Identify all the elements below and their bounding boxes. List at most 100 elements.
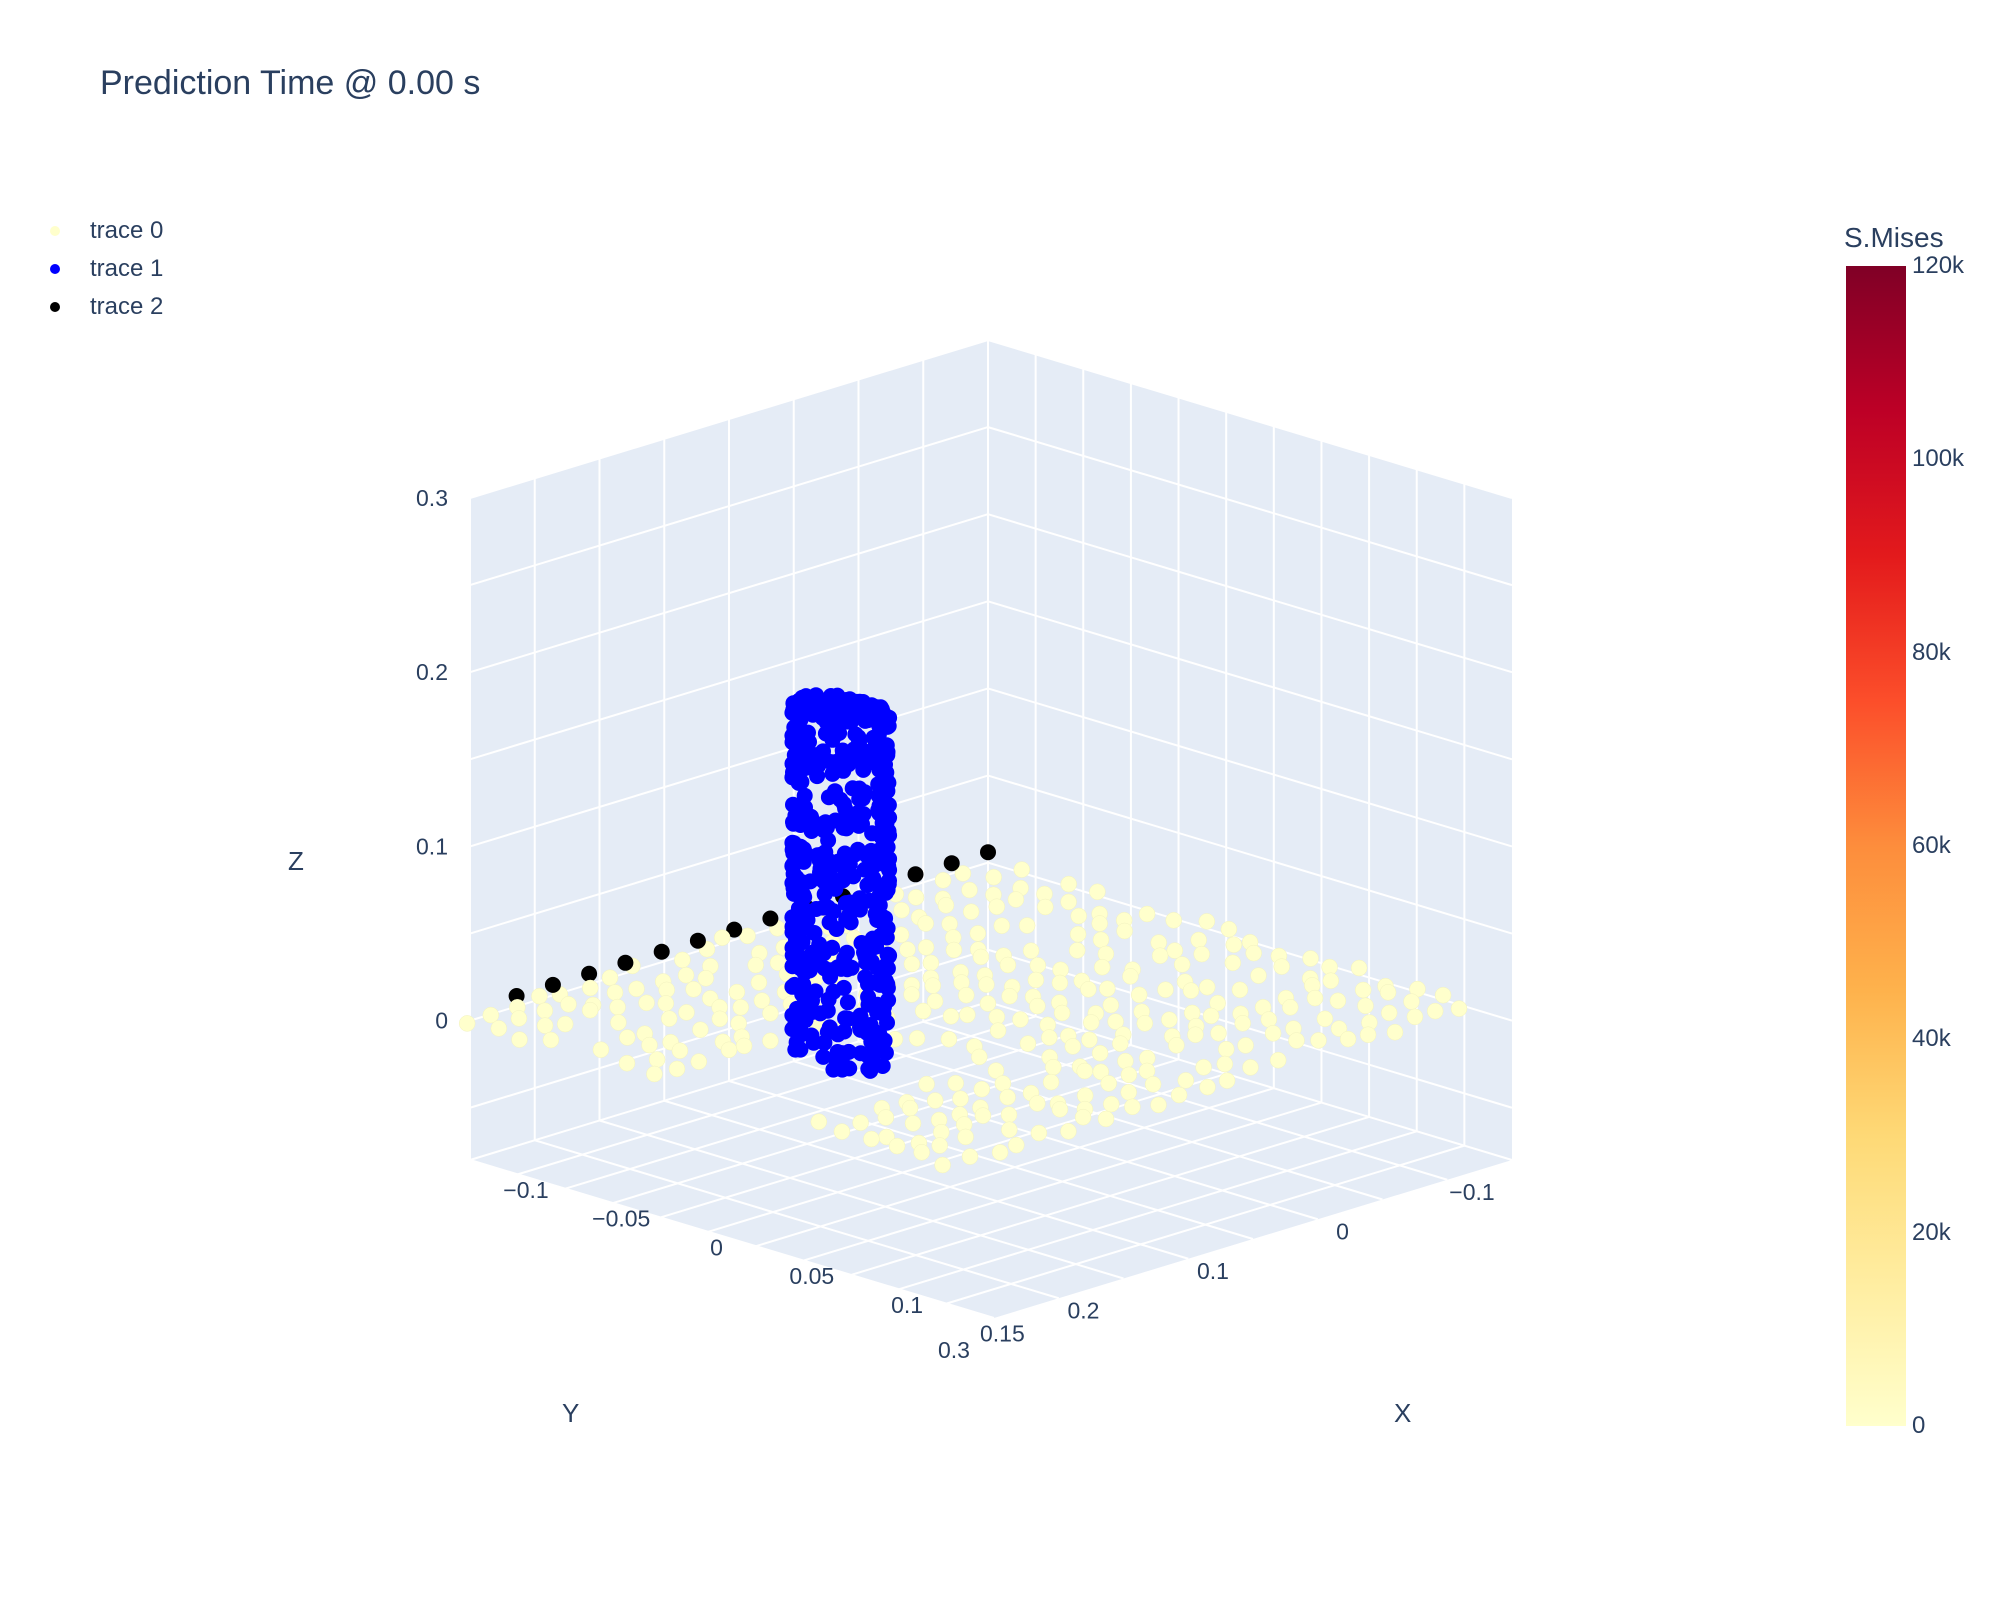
legend-item-trace-2[interactable]: trace 2 <box>50 288 163 326</box>
point-trace-0 <box>917 939 935 956</box>
point-trace-0 <box>877 1109 895 1126</box>
point-trace-0 <box>979 995 997 1012</box>
x-tick-label: 0 <box>710 1234 723 1260</box>
point-trace-0 <box>692 1021 709 1038</box>
point-trace-0 <box>1074 1108 1092 1126</box>
point-trace-0 <box>660 1010 678 1027</box>
point-trace-1 <box>841 1060 858 1077</box>
point-trace-0 <box>1380 1004 1398 1022</box>
point-trace-1 <box>786 855 803 872</box>
legend-item-trace-0[interactable]: trace 0 <box>50 212 163 250</box>
point-trace-0 <box>1083 1014 1100 1031</box>
point-trace-1 <box>836 1023 853 1040</box>
point-trace-1 <box>835 979 852 996</box>
y-tick-label: 0.3 <box>938 1337 970 1363</box>
legend-item-trace-1[interactable]: trace 1 <box>50 250 163 288</box>
point-trace-0 <box>1150 1096 1167 1114</box>
point-trace-1 <box>796 787 813 804</box>
point-trace-0 <box>924 977 942 994</box>
point-trace-0 <box>961 881 978 899</box>
point-trace-0 <box>1170 1086 1188 1104</box>
point-trace-0 <box>954 865 972 882</box>
point-trace-0 <box>641 1036 658 1054</box>
gridline-y-floor <box>599 1119 1124 1280</box>
point-trace-1 <box>860 988 877 1005</box>
point-trace-0 <box>674 951 691 969</box>
point-trace-1 <box>811 852 828 869</box>
point-trace-0 <box>1045 1058 1062 1076</box>
point-trace-2 <box>544 976 561 993</box>
point-trace-0 <box>747 956 764 974</box>
point-trace-0 <box>1124 1098 1141 1116</box>
point-trace-1 <box>858 847 875 864</box>
colorbar-title: S.Mises <box>1844 222 1944 253</box>
point-trace-0 <box>962 903 980 920</box>
point-trace-1 <box>867 905 884 922</box>
scene-points <box>458 687 1468 1174</box>
point-trace-0 <box>1157 981 1174 998</box>
point-trace-0 <box>1099 980 1116 997</box>
point-trace-0 <box>922 954 940 972</box>
point-trace-1 <box>804 812 821 829</box>
point-trace-0 <box>1091 1044 1109 1062</box>
point-trace-0 <box>971 1048 988 1066</box>
y-axis-title: Y <box>562 1398 579 1428</box>
y-tick-label: 0.2 <box>1068 1298 1100 1324</box>
point-trace-1 <box>852 1045 869 1062</box>
point-trace-0 <box>926 1092 944 1109</box>
scene-walls <box>470 340 1512 1318</box>
point-trace-0 <box>989 1022 1007 1039</box>
point-trace-0 <box>1237 1037 1254 1054</box>
point-trace-0 <box>536 1017 554 1034</box>
point-trace-0 <box>1166 942 1184 959</box>
point-trace-0 <box>1000 1106 1018 1123</box>
point-trace-0 <box>556 1015 574 1033</box>
point-trace-0 <box>677 966 695 984</box>
point-trace-0 <box>648 1051 666 1068</box>
point-trace-1 <box>837 895 854 912</box>
point-trace-0 <box>1434 986 1452 1004</box>
gridline-z-wall-xz <box>987 600 1513 761</box>
legend-label-trace-2: trace 2 <box>90 293 164 320</box>
point-trace-1 <box>825 903 842 920</box>
point-trace-0 <box>1089 883 1106 901</box>
point-trace-0 <box>678 1004 695 1021</box>
point-trace-0 <box>1288 1032 1305 1049</box>
gridline-z-wall-yz <box>469 948 989 1109</box>
point-trace-0 <box>735 1037 753 1055</box>
gridline-z-wall-yz <box>469 687 989 848</box>
point-trace-1 <box>879 718 896 735</box>
point-trace-1 <box>785 796 801 813</box>
point-trace-0 <box>991 1144 1009 1161</box>
point-trace-0 <box>985 868 1002 886</box>
point-trace-0 <box>1060 893 1077 911</box>
point-trace-1 <box>856 784 873 801</box>
legend-marker-trace-2 <box>50 302 60 312</box>
point-trace-0 <box>1151 947 1169 964</box>
point-trace-0 <box>1339 1030 1357 1048</box>
point-trace-1 <box>800 724 816 741</box>
point-trace-0 <box>987 1062 1005 1079</box>
point-trace-0 <box>728 983 746 1001</box>
point-trace-0 <box>959 1006 976 1024</box>
colorbar-tick-label: 40k <box>1912 1025 1951 1053</box>
point-trace-0 <box>917 915 934 932</box>
point-trace-0 <box>1001 987 1018 1005</box>
point-trace-1 <box>796 919 813 936</box>
z-tick-label: 0.1 <box>416 833 448 859</box>
point-trace-2 <box>581 965 598 982</box>
point-trace-2 <box>726 921 743 938</box>
point-trace-0 <box>901 1099 919 1117</box>
point-trace-0 <box>1053 1004 1071 1022</box>
point-trace-1 <box>821 862 838 879</box>
point-trace-0 <box>1357 997 1374 1015</box>
point-trace-0 <box>1081 1031 1098 1049</box>
point-trace-0 <box>947 1074 964 1092</box>
y-tick-label: −0.1 <box>1449 1179 1494 1205</box>
point-trace-1 <box>861 892 877 909</box>
point-trace-0 <box>1100 1075 1117 1092</box>
x-tick-label: 0.1 <box>891 1292 923 1318</box>
point-trace-0 <box>907 889 925 906</box>
point-trace-0 <box>697 970 715 987</box>
